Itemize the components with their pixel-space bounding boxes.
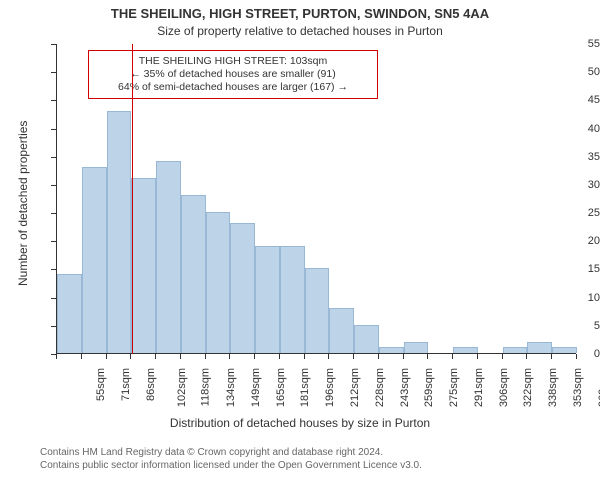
histogram-bar [280, 246, 305, 353]
histogram-bar [57, 274, 82, 353]
y-tick-label: 30 [552, 179, 600, 191]
y-tick-label: 45 [552, 94, 600, 106]
annotation-line-1: THE SHEILING HIGH STREET: 103sqm [95, 55, 371, 68]
y-axis-label: Number of detached properties [16, 120, 30, 285]
x-tick-label: 71sqm [120, 368, 132, 401]
histogram-bar [230, 223, 255, 353]
y-tick-label: 15 [552, 263, 600, 275]
x-tick-mark [502, 354, 503, 359]
x-tick-label: 322sqm [522, 368, 534, 407]
y-tick-mark [51, 298, 56, 299]
histogram-bar [156, 161, 181, 353]
x-tick-label: 181sqm [300, 368, 312, 407]
annotation-line-2: ← 35% of detached houses are smaller (91… [95, 68, 371, 81]
histogram-bar [404, 342, 429, 353]
x-tick-mark [477, 354, 478, 359]
x-tick-label: 353sqm [572, 368, 584, 407]
x-tick-mark [130, 354, 131, 359]
histogram-bar [354, 325, 379, 353]
x-tick-label: 118sqm [200, 368, 212, 406]
y-tick-mark [51, 213, 56, 214]
y-tick-mark [51, 100, 56, 101]
x-tick-mark [304, 354, 305, 359]
x-tick-label: 228sqm [374, 368, 386, 407]
y-tick-label: 50 [552, 66, 600, 78]
histogram-bar [305, 268, 330, 353]
x-tick-label: 165sqm [275, 368, 287, 407]
histogram-bar [107, 111, 132, 353]
annotation-line-3: 64% of semi-detached houses are larger (… [95, 81, 371, 94]
y-tick-mark [51, 72, 56, 73]
x-tick-mark [427, 354, 428, 359]
histogram-bar [181, 195, 206, 353]
x-tick-label: 259sqm [423, 368, 435, 407]
histogram-bar [255, 246, 280, 353]
y-tick-label: 35 [552, 151, 600, 163]
x-tick-label: 306sqm [498, 368, 510, 407]
y-tick-mark [51, 185, 56, 186]
y-tick-label: 55 [552, 38, 600, 50]
chart-subtitle: Size of property relative to detached ho… [0, 24, 600, 39]
x-tick-label: 196sqm [324, 368, 336, 407]
y-tick-mark [51, 129, 56, 130]
x-tick-mark [551, 354, 552, 359]
y-tick-mark [51, 269, 56, 270]
x-tick-mark [56, 354, 57, 359]
x-tick-label: 338sqm [547, 368, 559, 407]
histogram-bar [131, 178, 156, 353]
x-tick-label: 243sqm [399, 368, 411, 407]
y-tick-label: 25 [552, 207, 600, 219]
x-tick-mark [526, 354, 527, 359]
histogram-bar [527, 342, 552, 353]
x-tick-mark [229, 354, 230, 359]
x-tick-mark [279, 354, 280, 359]
histogram-bar [82, 167, 107, 353]
x-tick-mark [353, 354, 354, 359]
chart-container: THE SHEILING, HIGH STREET, PURTON, SWIND… [0, 0, 600, 500]
y-tick-label: 20 [552, 235, 600, 247]
footer-line-1: Contains HM Land Registry data © Crown c… [40, 446, 422, 459]
x-tick-mark [155, 354, 156, 359]
x-tick-label: 212sqm [349, 368, 361, 407]
x-tick-mark [180, 354, 181, 359]
y-tick-label: 5 [552, 320, 600, 332]
x-tick-label: 291sqm [473, 368, 485, 407]
footer: Contains HM Land Registry data © Crown c… [40, 446, 422, 472]
y-tick-mark [51, 157, 56, 158]
marker-line [132, 44, 133, 354]
histogram-bar [329, 308, 354, 353]
x-tick-mark [254, 354, 255, 359]
chart-title: THE SHEILING, HIGH STREET, PURTON, SWIND… [0, 0, 600, 22]
histogram-bar [379, 347, 404, 353]
y-tick-mark [51, 326, 56, 327]
y-tick-mark [51, 44, 56, 45]
histogram-bar [206, 212, 231, 353]
x-tick-label: 134sqm [225, 368, 237, 407]
x-tick-label: 275sqm [448, 368, 460, 407]
x-tick-mark [403, 354, 404, 359]
x-tick-mark [576, 354, 577, 359]
y-tick-label: 40 [552, 123, 600, 135]
x-tick-label: 86sqm [145, 368, 157, 401]
y-tick-mark [51, 241, 56, 242]
x-tick-label: 149sqm [250, 368, 262, 407]
x-tick-label: 55sqm [95, 368, 107, 401]
histogram-bar [503, 347, 528, 353]
x-tick-mark [205, 354, 206, 359]
histogram-bar [453, 347, 478, 353]
x-tick-mark [81, 354, 82, 359]
footer-line-2: Contains public sector information licen… [40, 459, 422, 472]
y-tick-label: 10 [552, 292, 600, 304]
x-tick-mark [106, 354, 107, 359]
x-axis-label: Distribution of detached houses by size … [0, 416, 600, 430]
x-tick-mark [328, 354, 329, 359]
x-tick-mark [452, 354, 453, 359]
x-tick-label: 102sqm [176, 368, 188, 407]
x-tick-mark [378, 354, 379, 359]
